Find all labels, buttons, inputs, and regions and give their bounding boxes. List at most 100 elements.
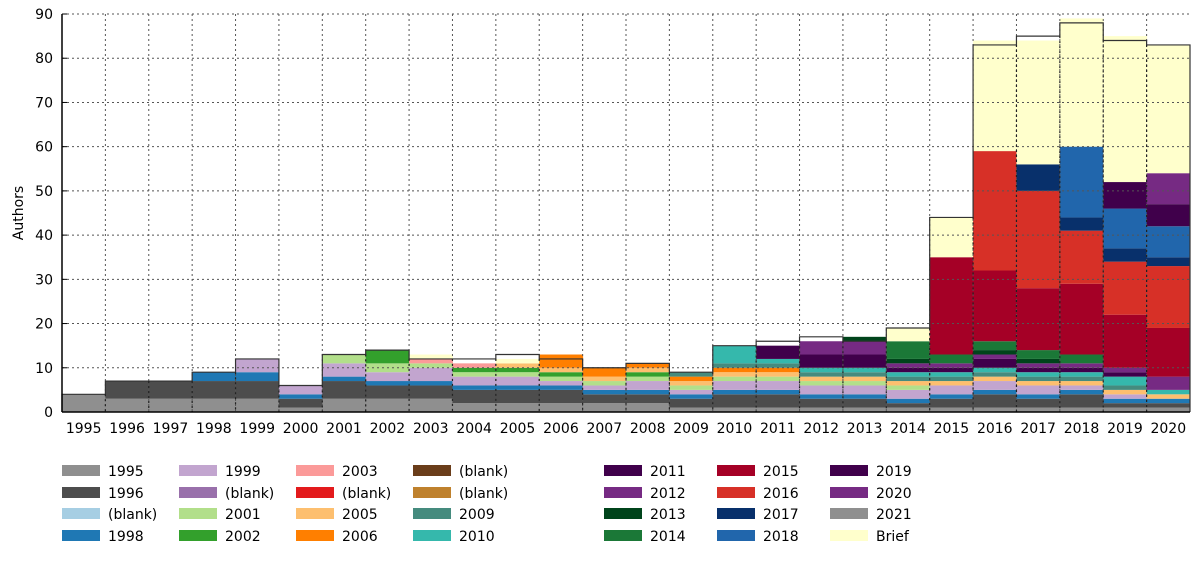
bar-segment xyxy=(1059,394,1104,408)
legend-item: 2018 xyxy=(717,529,799,545)
bar-segment xyxy=(973,270,1017,342)
bar-segment xyxy=(842,367,887,373)
bar-segment xyxy=(712,363,757,368)
bar-segment xyxy=(756,407,801,412)
x-tick-label: 2017 xyxy=(1020,421,1056,437)
bar-segment xyxy=(886,363,931,368)
legend-swatch xyxy=(830,530,868,541)
x-tick-label: 2005 xyxy=(500,421,536,437)
bar-segment xyxy=(365,372,410,382)
bar-segment xyxy=(409,363,453,368)
bar-segment xyxy=(105,398,150,412)
legend-item: 2005 xyxy=(296,507,378,523)
x-tick-label: 2012 xyxy=(803,421,839,437)
bar-segment xyxy=(105,381,150,399)
legend-item: (blank) xyxy=(413,486,508,502)
bar-outline xyxy=(61,22,1191,412)
bar-segment xyxy=(365,381,410,386)
legend-label: 2010 xyxy=(459,529,495,545)
bar-segment xyxy=(1146,327,1191,377)
legend-item: 2012 xyxy=(604,486,686,502)
legend-swatch xyxy=(604,487,642,498)
bar-segment xyxy=(1016,385,1061,395)
bar-segment xyxy=(1016,398,1061,408)
bar-segment xyxy=(1146,226,1191,258)
legend-swatch xyxy=(717,487,755,498)
bar-segment xyxy=(669,394,714,399)
x-tick-label: 2000 xyxy=(283,421,319,437)
bar-segment xyxy=(409,367,453,382)
bar-segment xyxy=(973,381,1017,390)
legend-label: (blank) xyxy=(459,464,508,480)
bar-segment xyxy=(539,354,584,368)
bar-segment xyxy=(582,389,627,395)
legend-swatch xyxy=(830,465,868,476)
legend-swatch xyxy=(62,508,100,519)
legend: 1995 1996 (blank) 1998 1999 (blank) 2001 2002 20… xyxy=(62,464,912,545)
bar-segment xyxy=(1146,44,1191,174)
bar-segment xyxy=(799,385,844,395)
bar-segment xyxy=(1146,398,1191,404)
x-tick-label: 2006 xyxy=(543,421,579,437)
bar-segment xyxy=(235,398,280,412)
legend-swatch xyxy=(62,487,100,498)
bar-segment xyxy=(669,398,714,408)
legend-swatch xyxy=(179,508,217,519)
x-tick-label: 2020 xyxy=(1150,421,1186,437)
y-tick-label: 10 xyxy=(35,361,53,377)
bar-segment xyxy=(1103,36,1148,183)
bar-segment xyxy=(539,403,584,412)
y-tick-labels: 0 10 20 30 40 50 60 70 80 90 xyxy=(35,7,53,421)
bar-segment xyxy=(1103,208,1148,249)
x-tick-label: 2019 xyxy=(1107,421,1143,437)
legend-label: 2012 xyxy=(650,486,686,502)
bar-segment xyxy=(495,358,540,364)
bar-segment xyxy=(712,367,757,373)
bar-segment xyxy=(1103,248,1148,262)
x-tick-label: 2004 xyxy=(456,421,492,437)
bar-segment xyxy=(756,363,801,368)
bar-segment xyxy=(669,376,714,382)
bar-segment xyxy=(409,381,453,386)
bar-segment xyxy=(669,372,714,377)
bar-segment xyxy=(799,394,844,399)
bar-segment xyxy=(842,341,887,355)
x-tick-label: 2001 xyxy=(326,421,362,437)
legend-label: Brief xyxy=(876,529,910,545)
bar-segment xyxy=(973,40,1017,152)
y-tick-label: 60 xyxy=(35,140,53,156)
bar-segment xyxy=(539,381,584,386)
bar-segment xyxy=(929,363,974,368)
legend-item: 1999 xyxy=(179,464,261,480)
bar-segment xyxy=(799,341,844,355)
bar-segment xyxy=(1059,372,1104,377)
bar-segment xyxy=(1103,385,1148,390)
bar-outlines xyxy=(61,22,1191,412)
bar-segment xyxy=(278,407,323,412)
bar-segment xyxy=(799,354,844,368)
bar-segment xyxy=(1059,217,1104,231)
x-tick-label: 1996 xyxy=(109,421,145,437)
legend-item: 2019 xyxy=(830,464,912,480)
legend-label: 2006 xyxy=(342,529,378,545)
bar-segment xyxy=(278,385,323,395)
legend-item: 2014 xyxy=(604,529,686,545)
legend-item: 1995 xyxy=(62,464,144,480)
y-tick-label: 30 xyxy=(35,272,53,288)
legend-swatch xyxy=(830,508,868,519)
bar-segment xyxy=(539,376,584,382)
legend-item: (blank) xyxy=(296,486,391,502)
bar-segment xyxy=(1059,407,1104,412)
legend-item: 2011 xyxy=(604,464,686,480)
bar-segment xyxy=(626,376,670,382)
legend-item: 2015 xyxy=(717,464,799,480)
bar-segment xyxy=(452,385,497,390)
bar-segment xyxy=(973,394,1017,408)
x-tick-label: 2011 xyxy=(760,421,796,437)
bar-segment xyxy=(1103,376,1148,386)
bar-segment xyxy=(756,358,801,364)
legend-item: (blank) xyxy=(179,486,274,502)
legend-item: 2002 xyxy=(179,529,261,545)
legend-swatch xyxy=(413,508,451,519)
legend-label: (blank) xyxy=(342,486,391,502)
